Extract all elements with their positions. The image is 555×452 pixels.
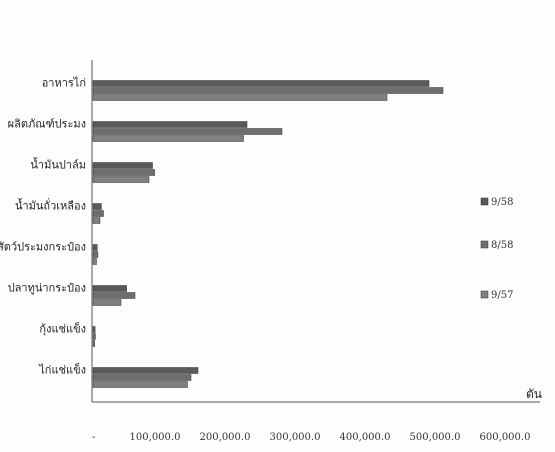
category-label: น้ำมันปาล์ม xyxy=(30,157,86,172)
bar-8-58 xyxy=(92,87,444,94)
legend-label: 9/57 xyxy=(491,290,513,301)
bar-9-58 xyxy=(92,285,127,292)
legend-swatch xyxy=(480,290,489,299)
category-label: ผลิตภัณฑ์ประมง xyxy=(8,118,86,131)
category-label: กุ้งแช่แข็ง xyxy=(39,322,86,336)
bar-8-58 xyxy=(92,169,155,176)
bar-9-57 xyxy=(92,176,150,183)
category-label: ไก่แช่แข็ง xyxy=(38,363,86,377)
x-unit-label: ตัน xyxy=(526,387,542,401)
bar-8-58 xyxy=(92,251,99,258)
bar-8-58 xyxy=(92,333,96,340)
bar-9-58 xyxy=(92,121,248,128)
bar-8-58 xyxy=(92,374,192,381)
plot-area: อาหารไก่ผลิตภัณฑ์ประมงน้ำมันปาล์มน้ำมันถ… xyxy=(0,77,530,444)
bar-9-57 xyxy=(92,135,244,142)
bar-9-58 xyxy=(92,367,199,374)
category-label: อาหารไก่ xyxy=(42,77,86,90)
bar-9-58 xyxy=(92,203,102,210)
legend-label: 9/58 xyxy=(491,197,513,208)
x-tick-label: 400,000.0 xyxy=(340,432,391,443)
bar-8-58 xyxy=(92,292,136,299)
bar-9-57 xyxy=(92,299,122,306)
bar-9-58 xyxy=(92,162,153,169)
category-label: น้ำมันถั่วเหลือง xyxy=(15,198,86,213)
x-tick-label: 500,000.0 xyxy=(410,432,461,443)
legend-swatch xyxy=(480,197,489,206)
legend-swatch xyxy=(480,240,489,249)
bar-8-58 xyxy=(92,210,104,217)
x-tick-origin: - xyxy=(92,432,95,443)
bar-9-57 xyxy=(92,340,95,347)
bar-9-57 xyxy=(92,94,388,101)
category-label: สัตว์ประมงกระป๋อง xyxy=(0,241,86,254)
bar-8-58 xyxy=(92,128,283,135)
bar-9-58 xyxy=(92,244,98,251)
bar-9-57 xyxy=(92,217,101,224)
x-tick-label: 100,000.0 xyxy=(130,432,181,443)
x-tick-label: 200,000.0 xyxy=(200,432,251,443)
category-label: ปลาทูน่ากระป๋อง xyxy=(8,282,86,295)
bar-9-57 xyxy=(92,381,188,388)
bar-9-58 xyxy=(92,326,96,333)
bar-9-58 xyxy=(92,80,430,87)
x-tick-label: 300,000.0 xyxy=(270,432,321,443)
bar-9-57 xyxy=(92,258,97,265)
legend-label: 8/58 xyxy=(491,240,513,251)
x-tick-label: 600,000.0 xyxy=(480,432,531,443)
